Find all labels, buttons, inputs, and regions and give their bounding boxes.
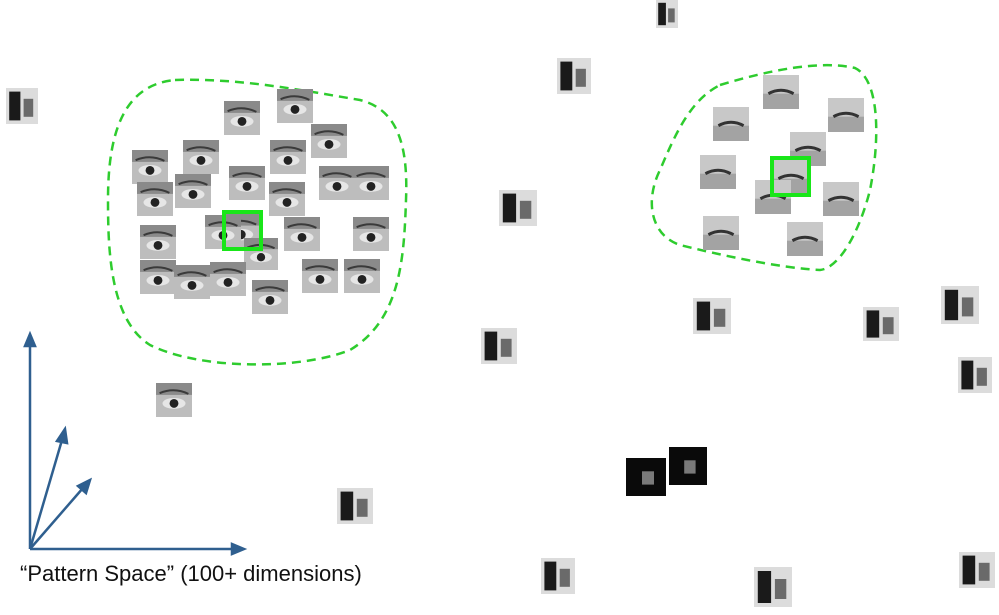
mouth-image-patch <box>828 98 864 132</box>
eye-image-patch <box>140 225 176 259</box>
random-image-patch <box>337 488 373 524</box>
random-image-patch <box>958 357 992 393</box>
eye-image-patch <box>344 259 380 293</box>
eye-image-patch <box>175 174 211 208</box>
selected-eye-patch-box <box>222 210 263 251</box>
random-image-patch <box>656 0 678 28</box>
random-image-patch <box>754 567 792 607</box>
eye-image-patch <box>302 259 338 293</box>
mouth-image-patch <box>787 222 823 256</box>
mouth-image-patch <box>823 182 859 216</box>
eye-image-patch <box>319 166 355 200</box>
eye-image-patch <box>311 124 347 158</box>
random-image-patch <box>863 307 899 341</box>
random-image-patch <box>541 558 575 594</box>
eye-image-patch <box>210 262 246 296</box>
mouth-image-patch <box>700 155 736 189</box>
mouth-image-patch <box>703 216 739 250</box>
eye-image-patch <box>270 140 306 174</box>
eye-image-patch <box>183 140 219 174</box>
eye-image-patch <box>252 280 288 314</box>
pattern-space-axes <box>23 330 248 556</box>
random-image-patch <box>481 328 517 364</box>
mouth-cluster-outline <box>650 63 878 272</box>
axis-diagonal-lower-arrowhead <box>75 477 93 496</box>
random-image-patch <box>557 58 591 94</box>
dark-image-patch <box>626 458 666 496</box>
eye-image-patch <box>277 89 313 123</box>
eye-image-patch <box>353 166 389 200</box>
eye-image-patch <box>156 383 192 417</box>
random-image-patch <box>941 286 979 324</box>
mouth-image-patch <box>713 107 749 141</box>
axis-horizontal-arrowhead <box>230 542 248 556</box>
eye-image-patch <box>269 182 305 216</box>
eye-image-patch <box>353 217 389 251</box>
eye-image-patch <box>132 150 168 184</box>
random-image-patch <box>6 88 38 124</box>
random-image-patch <box>693 298 731 334</box>
eye-image-patch <box>140 260 176 294</box>
pattern-space-caption: “Pattern Space” (100+ dimensions) <box>20 561 362 586</box>
eye-image-patch <box>137 182 173 216</box>
mouth-image-patch <box>763 75 799 109</box>
eye-image-patch <box>284 217 320 251</box>
axis-diagonal-upper <box>28 439 64 550</box>
axis-diagonal-lower <box>29 487 84 550</box>
eye-image-patch <box>229 166 265 200</box>
random-image-patch <box>959 552 995 588</box>
random-image-patch <box>499 190 537 226</box>
axis-vertical-arrowhead <box>23 330 37 348</box>
axis-diagonal-upper-arrowhead <box>54 425 69 445</box>
selected-mouth-patch-box <box>770 156 811 197</box>
eye-image-patch <box>224 101 260 135</box>
eye-cluster-outline <box>106 78 408 366</box>
dark-image-patch <box>669 447 707 485</box>
eye-image-patch <box>174 265 210 299</box>
